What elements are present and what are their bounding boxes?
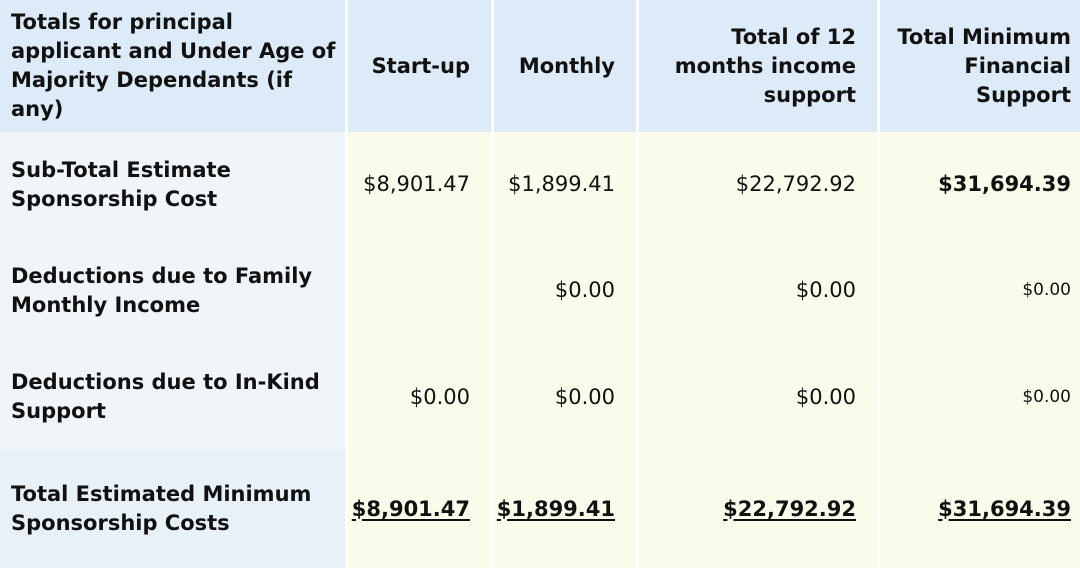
total-monthly-value: $1,899.41 [494,450,636,568]
header-category: Totals for principal applicant and Under… [0,0,345,132]
in-kind-total-minimum-value: $0.00 [880,344,1080,450]
header-twelve-months: Total of 12 months income support [639,0,877,132]
row-label-family-income-deductions: Deductions due to Family Monthly Income [0,237,345,344]
family-income-monthly-value: $0.00 [494,237,636,344]
in-kind-startup-value: $0.00 [348,344,491,450]
in-kind-twelve-months-value: $0.00 [639,344,877,450]
in-kind-monthly-value: $0.00 [494,344,636,450]
subtotal-total-minimum-value: $31,694.39 [880,132,1080,237]
total-startup-value: $8,901.47 [348,450,491,568]
header-monthly: Monthly [494,0,636,132]
row-label-in-kind-deductions: Deductions due to In-Kind Support [0,344,345,450]
row-label-subtotal: Sub-Total Estimate Sponsorship Cost [0,132,345,237]
family-income-total-minimum-value: $0.00 [880,237,1080,344]
family-income-startup-value [348,237,491,344]
family-income-twelve-months-value: $0.00 [639,237,877,344]
subtotal-startup-value: $8,901.47 [348,132,491,237]
header-total-minimum: Total Minimum Financial Support [880,0,1080,132]
subtotal-twelve-months-value: $22,792.92 [639,132,877,237]
total-total-minimum-value: $31,694.39 [880,450,1080,568]
subtotal-monthly-value: $1,899.41 [494,132,636,237]
header-startup: Start-up [348,0,491,132]
total-twelve-months-value: $22,792.92 [639,450,877,568]
row-label-total-estimated: Total Estimated Minimum Sponsorship Cost… [0,450,345,568]
